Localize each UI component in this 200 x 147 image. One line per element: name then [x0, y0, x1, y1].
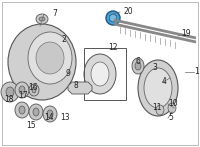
Ellipse shape [1, 82, 19, 102]
Ellipse shape [91, 62, 109, 86]
Text: 15: 15 [26, 122, 36, 131]
Text: 5: 5 [168, 113, 173, 122]
Ellipse shape [36, 42, 64, 74]
Text: 19: 19 [181, 30, 191, 39]
Ellipse shape [15, 82, 29, 98]
Text: 17: 17 [18, 91, 28, 101]
Ellipse shape [138, 60, 178, 116]
Text: 4: 4 [162, 77, 167, 86]
Ellipse shape [168, 103, 176, 113]
Text: 16: 16 [28, 83, 38, 92]
Ellipse shape [135, 62, 141, 70]
Text: 6: 6 [135, 57, 140, 66]
Ellipse shape [32, 87, 36, 93]
Ellipse shape [43, 106, 57, 122]
Ellipse shape [33, 108, 39, 116]
Text: 12: 12 [108, 44, 118, 52]
Ellipse shape [8, 24, 76, 100]
Ellipse shape [29, 104, 43, 120]
Ellipse shape [36, 14, 48, 24]
Ellipse shape [84, 54, 116, 94]
Ellipse shape [19, 106, 25, 114]
Ellipse shape [144, 68, 172, 108]
Text: 18: 18 [4, 96, 14, 105]
Ellipse shape [39, 17, 45, 21]
Text: 13: 13 [60, 113, 70, 122]
Ellipse shape [132, 58, 144, 74]
Text: 3: 3 [152, 64, 157, 72]
Text: 2: 2 [62, 35, 67, 45]
Ellipse shape [156, 105, 164, 115]
Circle shape [106, 11, 120, 25]
Text: 14: 14 [44, 113, 54, 122]
Text: 20: 20 [124, 7, 134, 16]
Text: 1: 1 [194, 67, 199, 76]
Text: 9: 9 [65, 70, 70, 78]
Polygon shape [68, 82, 92, 94]
Text: 8: 8 [74, 81, 79, 91]
Ellipse shape [6, 87, 14, 97]
Bar [84, 48, 126, 100]
Text: 10: 10 [168, 100, 178, 108]
Ellipse shape [19, 86, 25, 94]
Ellipse shape [29, 84, 39, 96]
Text: 7: 7 [52, 10, 57, 19]
Ellipse shape [15, 102, 29, 118]
Ellipse shape [28, 32, 72, 84]
Ellipse shape [47, 110, 53, 118]
Text: 11: 11 [152, 103, 162, 112]
